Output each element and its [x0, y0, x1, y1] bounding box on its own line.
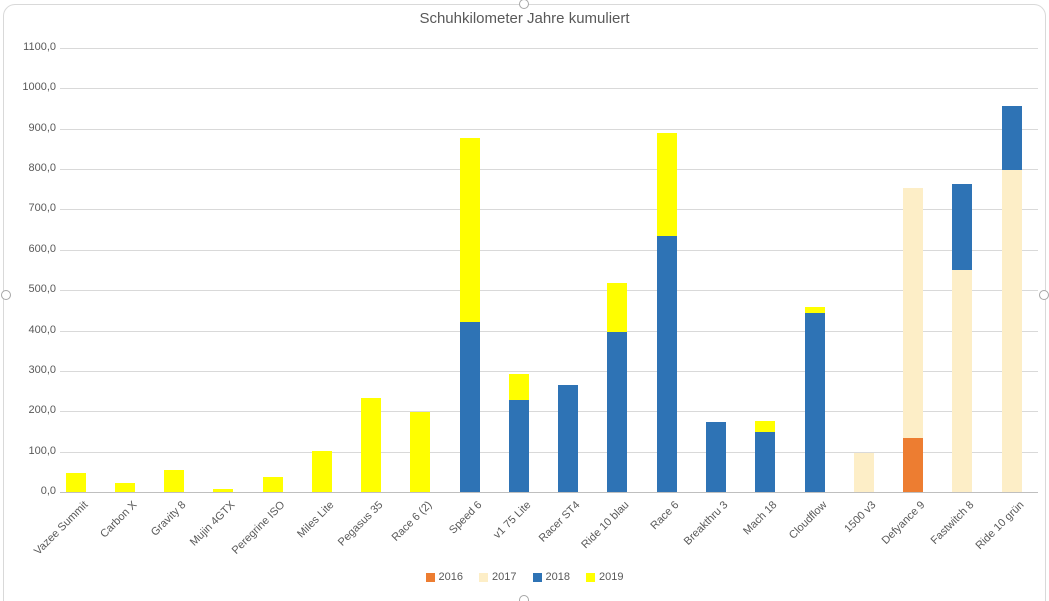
y-axis-tick-label: 600,0	[28, 242, 56, 255]
gridline	[60, 209, 1038, 211]
gridline	[60, 411, 1038, 413]
selection-handle-bottom[interactable]	[519, 595, 529, 601]
bar-segment-2017[interactable]	[853, 453, 874, 492]
selection-handle-right[interactable]	[1039, 290, 1049, 300]
gridline	[60, 290, 1038, 292]
y-axis-tick-label: 300,0	[28, 363, 56, 376]
legend-swatch	[425, 572, 435, 582]
selection-handle-left[interactable]	[1, 290, 11, 300]
bar-segment-2019[interactable]	[410, 411, 431, 492]
gridline	[60, 330, 1038, 332]
bar-segment-2018[interactable]	[459, 322, 480, 492]
y-axis-tick-label: 500,0	[28, 283, 56, 296]
legend-item-2016[interactable]: 2016	[425, 571, 464, 583]
bar-segment-2018[interactable]	[706, 421, 726, 492]
legend-label: 2018	[545, 571, 570, 583]
legend-item-2019[interactable]: 2019	[585, 571, 624, 583]
y-axis-tick-label: 800,0	[28, 162, 56, 175]
gridline	[60, 88, 1038, 90]
y-axis-tick-label: 1000,0	[22, 81, 56, 94]
gridline	[60, 249, 1038, 251]
selection-handle-top[interactable]	[519, 0, 529, 9]
y-axis-tick-label: 100,0	[28, 444, 56, 457]
bar-segment-2018[interactable]	[804, 313, 825, 492]
legend-swatch	[532, 572, 542, 582]
y-axis-tick-label: 0,0	[40, 485, 56, 497]
bar-segment-2018[interactable]	[558, 385, 579, 492]
legend-label: 2016	[438, 571, 464, 583]
bar-segment-2019[interactable]	[459, 138, 480, 323]
bar-segment-2018[interactable]	[508, 399, 529, 492]
bar-segment-2019[interactable]	[656, 133, 677, 237]
bar-segment-2016[interactable]	[903, 438, 924, 492]
y-axis-tick-label: 700,0	[28, 202, 56, 215]
bar-segment-2019[interactable]	[755, 420, 776, 433]
bar-segment-2018[interactable]	[755, 432, 776, 492]
bar-segment-2019[interactable]	[114, 483, 135, 492]
gridline	[60, 492, 1038, 493]
legend-swatch	[585, 572, 595, 582]
y-axis-tick-label: 1100,0	[23, 41, 56, 53]
bar-segment-2019[interactable]	[804, 307, 825, 314]
legend[interactable]: 2016 2017 2018 2019	[0, 571, 1049, 583]
bar-segment-2018[interactable]	[607, 331, 628, 492]
legend-item-2017[interactable]: 2017	[479, 571, 517, 583]
gridline	[60, 451, 1038, 453]
bar-segment-2017[interactable]	[952, 270, 973, 492]
bar-segment-2019[interactable]	[262, 477, 283, 492]
bar-segment-2017[interactable]	[903, 188, 924, 439]
bar-segment-2017[interactable]	[1001, 169, 1022, 492]
bar-segment-2019[interactable]	[311, 450, 332, 492]
bar-segment-2019[interactable]	[213, 488, 234, 492]
y-axis-tick-label: 200,0	[28, 404, 56, 417]
y-axis-tick-label: 900,0	[28, 121, 56, 134]
bar-segment-2018[interactable]	[656, 236, 677, 492]
gridline	[60, 48, 1038, 49]
bar-segment-2018[interactable]	[952, 184, 973, 270]
legend-label: 2019	[598, 571, 624, 583]
legend-swatch	[479, 572, 489, 582]
bar-segment-2019[interactable]	[508, 374, 529, 400]
legend-label: 2017	[492, 571, 517, 583]
gridline	[60, 370, 1038, 372]
gridline	[60, 169, 1038, 171]
gridline	[60, 128, 1038, 130]
bar-segment-2019[interactable]	[65, 473, 86, 492]
bar-segment-2019[interactable]	[607, 283, 628, 332]
chart-title[interactable]: Schuhkilometer Jahre kumuliert	[419, 10, 630, 27]
bar-segment-2019[interactable]	[164, 469, 185, 492]
bar-segment-2018[interactable]	[1001, 105, 1022, 170]
y-axis-tick-label: 400,0	[28, 323, 56, 336]
legend-item-2018[interactable]: 2018	[532, 571, 570, 583]
bar-segment-2019[interactable]	[361, 397, 382, 492]
